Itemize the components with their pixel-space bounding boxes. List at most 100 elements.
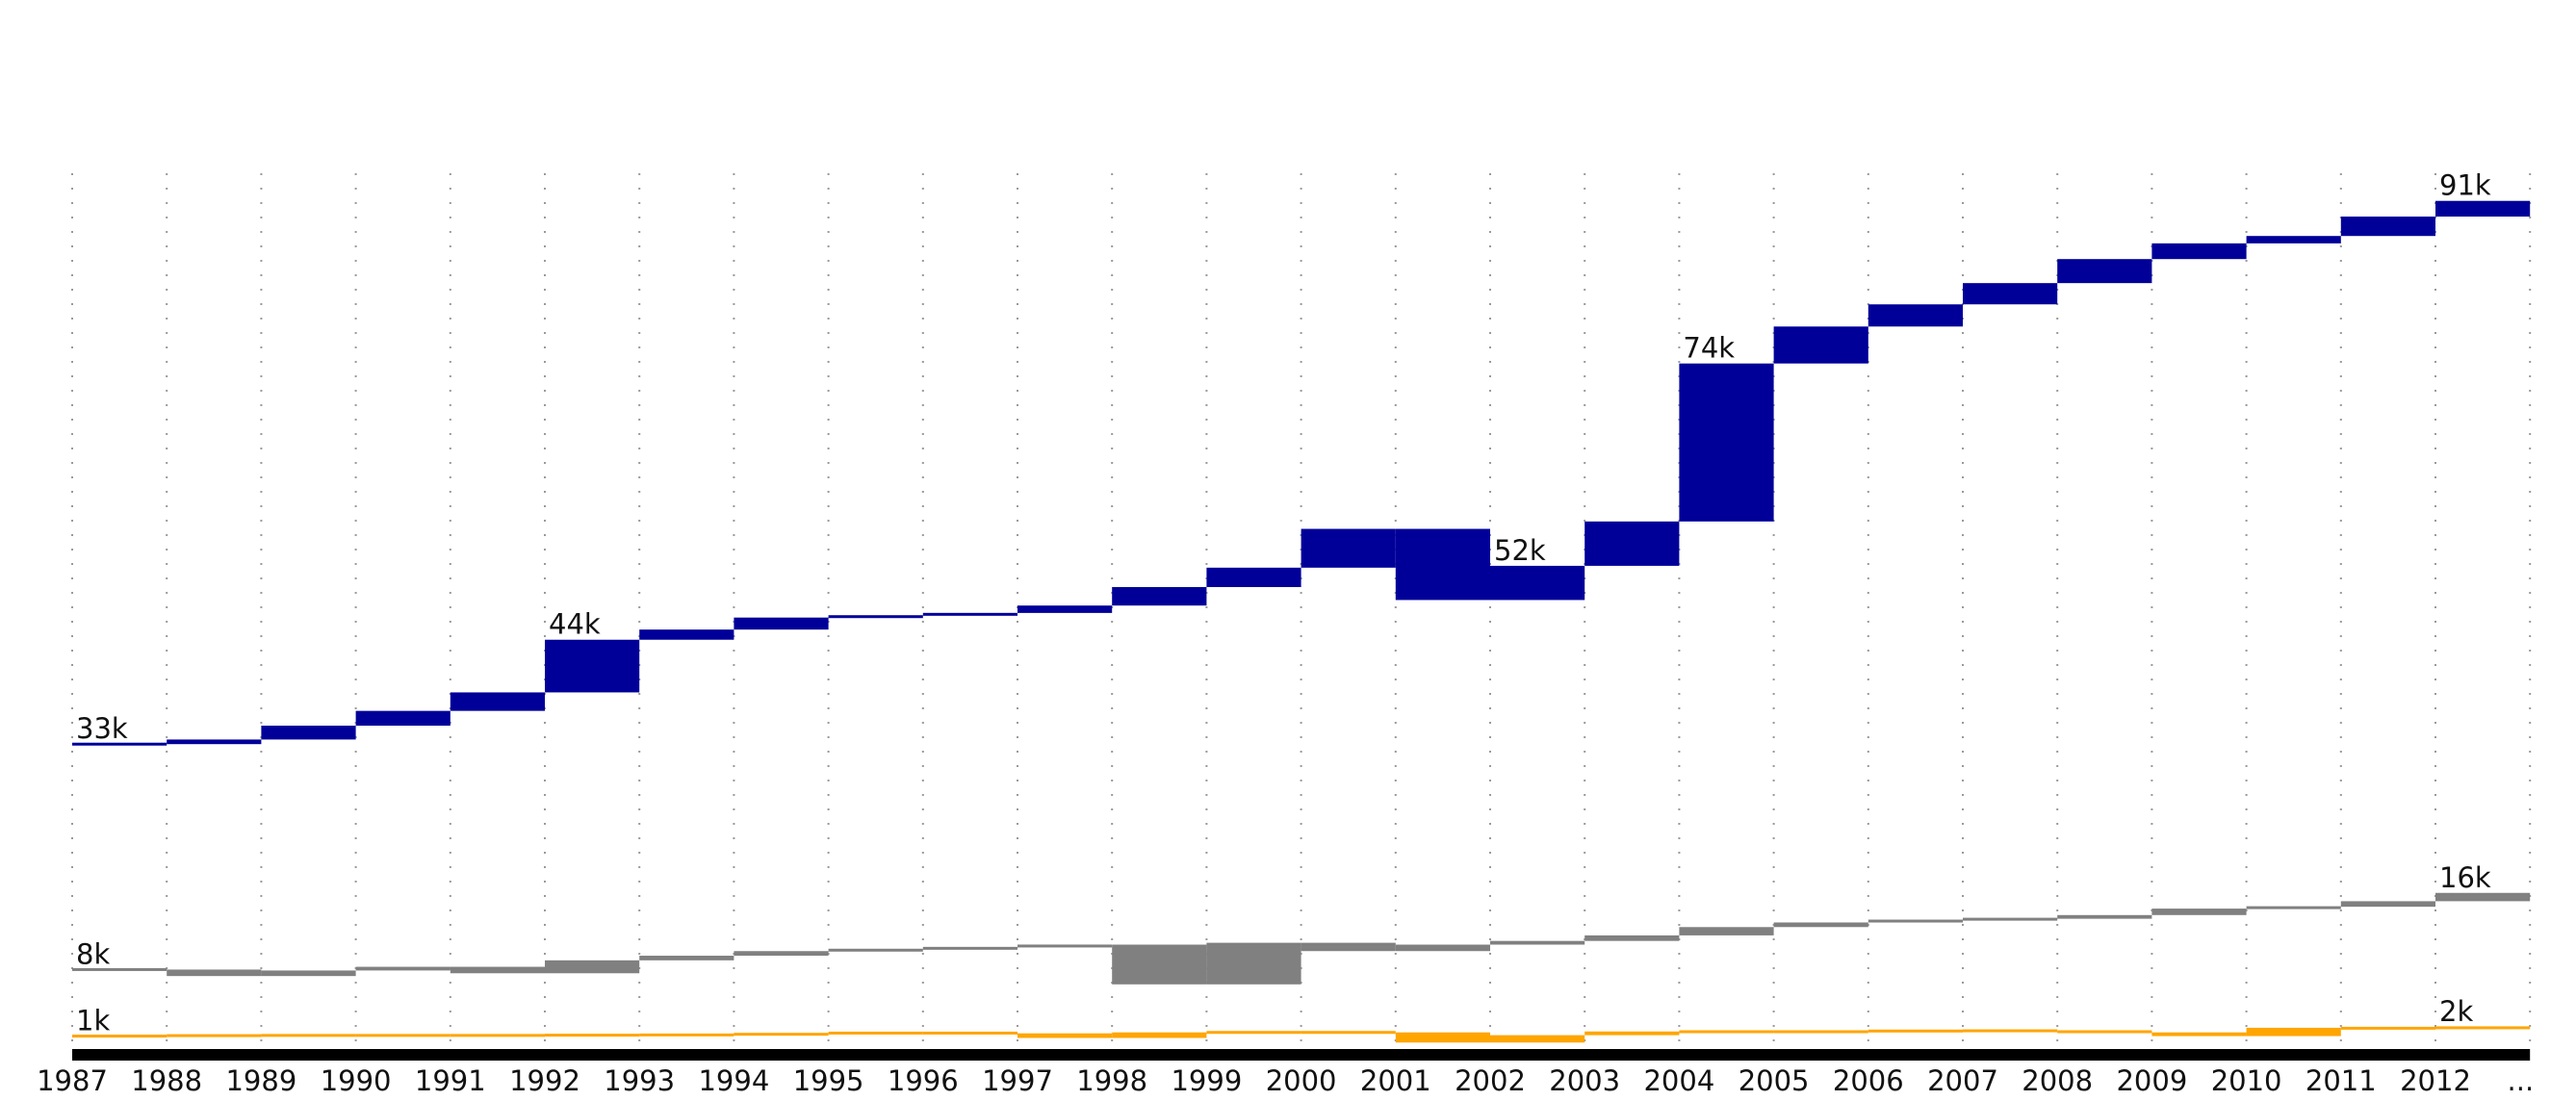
bar-tertiary-2002: [1490, 1035, 1585, 1043]
bar-primary-2004: [1679, 363, 1774, 522]
x-tick-2009: 2009: [2116, 1064, 2187, 1097]
x-tick-2003: 2003: [1549, 1064, 1620, 1097]
x-tick-2012: 2012: [2400, 1064, 2471, 1097]
bar-secondary-2003: [1584, 935, 1680, 941]
bar-tertiary-1988: [167, 1034, 262, 1037]
bar-secondary-1989: [261, 970, 356, 977]
bar-tertiary-2009: [2151, 1032, 2247, 1037]
x-tick-1991: 1991: [415, 1064, 486, 1097]
bar-primary-1993: [639, 629, 734, 640]
x-tick-1993: 1993: [604, 1064, 675, 1097]
data-label-primary-1987: 33k: [76, 712, 128, 745]
bar-tertiary-1997: [1018, 1033, 1113, 1038]
bar-tertiary-2010: [2246, 1027, 2341, 1037]
bar-primary-1999: [1206, 567, 1301, 587]
data-label-primary-2004: 74k: [1683, 332, 1735, 365]
x-tick-1989: 1989: [225, 1064, 296, 1097]
x-tick-1996: 1996: [888, 1064, 959, 1097]
data-label-primary-1992: 44k: [549, 608, 601, 641]
bar-primary-1987: [72, 742, 167, 746]
bars: [72, 200, 2531, 1043]
bar-secondary-1999: [1206, 942, 1301, 985]
x-tick-2004: 2004: [1643, 1064, 1714, 1097]
bar-secondary-2012: [2435, 892, 2531, 902]
bar-secondary-1992: [545, 960, 640, 974]
bar-secondary-1998: [1112, 944, 1207, 985]
bar-tertiary-1987: [72, 1035, 167, 1038]
bar-secondary-1996: [922, 946, 1018, 950]
bar-secondary-1991: [450, 966, 545, 974]
bar-tertiary-1994: [734, 1033, 829, 1037]
x-tick-2005: 2005: [1739, 1064, 1810, 1097]
bar-primary-1992: [545, 639, 640, 693]
bar-tertiary-2000: [1301, 1031, 1396, 1035]
bar-secondary-2006: [1868, 919, 1963, 923]
bar-tertiary-1993: [639, 1033, 734, 1037]
bar-tertiary-2011: [2340, 1026, 2435, 1030]
bar-primary-2012: [2435, 200, 2531, 218]
bar-tertiary-1998: [1112, 1032, 1207, 1038]
x-overflow-label: ...: [2508, 1064, 2535, 1097]
gridlines: [71, 173, 2532, 1047]
x-tick-1997: 1997: [982, 1064, 1053, 1097]
bar-secondary-2011: [2340, 901, 2435, 908]
data-labels: 33k 44k 52k 74k 91k 8k 16k 1k 2k: [76, 169, 2491, 1037]
x-tick-labels: 1987 1988 1989 1990 1991 1992 1993 1994 1995 1996…: [37, 1064, 2471, 1097]
bar-tertiary-2007: [1963, 1029, 2058, 1033]
bar-secondary-1988: [167, 969, 262, 977]
bar-secondary-1997: [1018, 944, 1113, 948]
bar-primary-2008: [2057, 259, 2152, 284]
x-tick-2001: 2001: [1360, 1064, 1431, 1097]
bar-primary-2003: [1584, 521, 1680, 566]
data-label-secondary-1987: 8k: [76, 937, 110, 970]
bar-primary-1989: [261, 726, 356, 740]
x-tick-1988: 1988: [131, 1064, 202, 1097]
bar-tertiary-2008: [2057, 1030, 2152, 1034]
x-tick-1998: 1998: [1076, 1064, 1147, 1097]
bar-secondary-2010: [2246, 906, 2341, 909]
bar-primary-1997: [1018, 605, 1113, 613]
bar-secondary-2007: [1963, 917, 2058, 921]
bar-primary-1995: [828, 615, 923, 619]
bar-secondary-1987: [72, 967, 167, 971]
bar-primary-1996: [922, 612, 1018, 616]
bar-tertiary-1991: [450, 1034, 545, 1037]
bar-tertiary-1992: [545, 1034, 640, 1037]
x-tick-2010: 2010: [2211, 1064, 2282, 1097]
bar-primary-2009: [2151, 243, 2247, 260]
x-tick-2002: 2002: [1455, 1064, 1526, 1097]
bar-tertiary-2003: [1584, 1031, 1680, 1036]
bar-primary-2001: [1395, 528, 1490, 601]
bar-tertiary-2001: [1395, 1032, 1490, 1043]
x-tick-1992: 1992: [509, 1064, 580, 1097]
x-tick-1990: 1990: [321, 1064, 392, 1097]
bar-secondary-2001: [1395, 944, 1490, 952]
x-tick-2007: 2007: [1927, 1064, 1998, 1097]
bar-primary-1991: [450, 692, 545, 711]
bar-secondary-1993: [639, 956, 734, 960]
data-label-primary-2002: 52k: [1494, 534, 1546, 567]
bar-tertiary-1996: [922, 1031, 1018, 1035]
bar-tertiary-1989: [261, 1034, 356, 1037]
data-label-primary-2012: 91k: [2439, 169, 2491, 202]
x-tick-1995: 1995: [793, 1064, 864, 1097]
data-label-secondary-2012: 16k: [2439, 861, 2491, 894]
bar-secondary-2008: [2057, 914, 2152, 919]
data-label-tertiary-2012: 2k: [2439, 995, 2473, 1028]
bar-primary-2010: [2246, 236, 2341, 243]
x-tick-2000: 2000: [1266, 1064, 1337, 1097]
bar-primary-1988: [167, 739, 262, 745]
bar-secondary-2002: [1490, 940, 1585, 945]
bar-primary-1994: [734, 617, 829, 630]
bar-primary-1990: [355, 710, 451, 726]
bar-primary-2011: [2340, 217, 2435, 237]
bar-secondary-2005: [1773, 922, 1868, 928]
data-label-tertiary-1987: 1k: [76, 1005, 110, 1037]
bar-primary-2006: [1868, 304, 1963, 327]
bar-primary-1998: [1112, 587, 1207, 606]
x-tick-1987: 1987: [37, 1064, 108, 1097]
x-tick-1999: 1999: [1171, 1064, 1242, 1097]
bar-tertiary-2005: [1773, 1030, 1868, 1034]
bar-tertiary-1990: [355, 1034, 451, 1037]
